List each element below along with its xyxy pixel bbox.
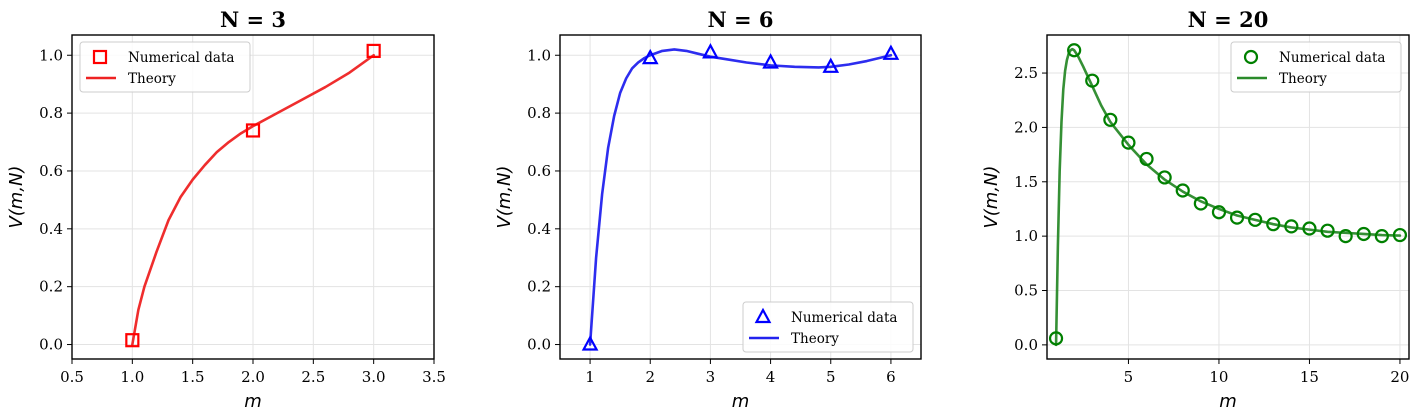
y-tick-label: 1.0 [1014,227,1038,245]
theory-line [131,53,375,346]
data-point-circle [1356,226,1371,242]
data-point-circle [1121,135,1136,150]
x-tick-label: 2 [645,368,655,386]
y-tick-label: 0.8 [527,104,551,122]
data-point-circle [1139,151,1154,167]
data-point-triangle [882,44,900,60]
data-point-triangle [641,48,659,65]
axes-frame [1046,34,1410,360]
data-point-triangle [762,53,779,69]
x-tick-label: 1.5 [181,368,205,386]
y-tick-label: 1.0 [527,46,551,64]
data-point-circle [1302,221,1317,236]
legend: Numerical data Theory [79,41,251,93]
y-tick-label: 0.4 [527,220,551,238]
theory-line [1054,47,1402,347]
legend: Numerical data Theory [742,301,914,353]
data-point-circle [1048,331,1064,346]
x-tick-label: 5 [1124,368,1134,386]
x-tick-label: 1 [585,368,595,386]
data-point-circle [1175,183,1190,198]
theory-line [588,48,893,346]
data-point-square [125,333,140,348]
y-tick-label: 0.8 [39,104,63,122]
x-tick-label: 3.5 [422,368,446,386]
data-point-triangle [581,335,599,351]
y-axis-label: V(m,N) [6,165,27,228]
x-tick-label: 0.5 [60,368,84,386]
data-point-circle [1067,43,1082,58]
chart-panel-1: 0.5 1.0 1.5 2.0 2.5 3.0 3.5 0.0 0.2 0.4 0.6 0.8 1.0 N… [6,7,446,412]
data-point-square [366,43,381,59]
data-point-circle [1103,112,1118,127]
x-tick-label: 6 [886,368,896,386]
legend-label-data: Numerical data [1279,50,1385,66]
chart-panel-3: 5 10 15 20 0.0 0.5 1.0 1.5 2.0 2.5 N = 20 m V(m,N) Nu… [981,7,1410,412]
chart-title: N = 3 [220,7,286,32]
legend-box [742,301,914,353]
x-tick-label: 1.0 [120,368,144,386]
legend-marker-square [92,49,108,65]
axes-frame [559,34,922,360]
data-point-circle [1193,196,1208,211]
y-tick-label: 1.5 [1014,173,1038,191]
legend-box [79,41,251,93]
data-point-circle [1284,219,1299,234]
data-point-circle [1266,217,1281,232]
data-point-circle [1229,210,1245,225]
y-tick-label: 0.0 [1014,336,1038,354]
data-point-circle [1157,170,1172,185]
y-axis-label: V(m,N) [494,165,515,228]
data-point-circle [1392,227,1408,243]
legend-label-theory: Theory [1279,71,1327,87]
legend-marker-circle [1243,49,1259,65]
x-axis-label: m [1219,391,1237,412]
data-point-square [245,123,261,138]
y-tick-label: 0.2 [527,278,551,296]
y-tick-label: 0.6 [527,162,551,180]
chart-title: N = 20 [1188,7,1269,32]
legend-label-data: Numerical data [791,310,897,326]
legend: Numerical data Theory [1230,41,1402,93]
legend-marker-triangle [754,307,772,324]
x-tick-label: 3 [706,368,716,386]
data-point-circle [1248,212,1263,227]
x-axis-label: m [732,391,750,412]
chart-title: N = 6 [707,7,773,32]
y-axis-label: V(m,N) [981,165,1002,228]
x-tick-label: 2.0 [241,368,265,386]
x-tick-label: 15 [1300,368,1319,386]
y-tick-label: 0.4 [39,220,63,238]
x-tick-label: 4 [766,368,776,386]
y-tick-label: 2.0 [1014,118,1038,136]
y-tick-label: 2.5 [1014,64,1038,82]
data-point-circle [1085,73,1100,88]
y-tick-label: 0.2 [39,278,63,296]
x-axis-label: m [244,391,262,412]
x-tick-label: 20 [1390,368,1409,386]
y-tick-label: 0.6 [39,162,63,180]
x-tick-label: 10 [1209,368,1228,386]
data-point-triangle [822,57,840,73]
y-tick-label: 0.0 [527,336,551,354]
y-tick-label: 1.0 [39,46,63,64]
y-tick-label: 0.5 [1014,282,1038,300]
data-point-triangle [702,43,719,59]
x-tick-label: 2.5 [301,368,325,386]
data-point-circle [1211,205,1227,220]
legend-label-theory: Theory [128,71,176,87]
x-tick-label: 3.0 [362,368,386,386]
data-point-circle [1320,223,1335,238]
x-tick-label: 5 [826,368,836,386]
legend-label-theory: Theory [791,331,839,347]
data-point-circle [1338,229,1353,244]
y-tick-label: 0.0 [39,336,63,354]
data-point-circle [1374,229,1389,244]
legend-box [1230,41,1402,93]
chart-panel-2: 1 2 3 4 5 6 0.0 0.2 0.4 0.6 0.8 1.0 N = 6 m V(m,N) Nume… [494,7,922,412]
legend-label-data: Numerical data [128,50,234,66]
